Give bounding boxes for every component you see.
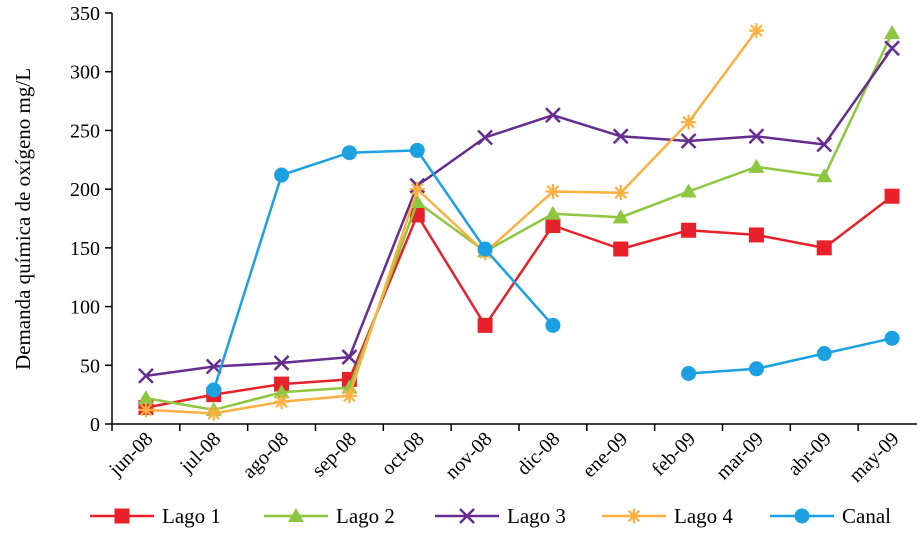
y-tick-label: 0 — [90, 414, 100, 436]
data-point-lago-2 — [748, 158, 765, 173]
series-line-lago-4 — [145, 29, 758, 415]
y-tick-label: 200 — [70, 179, 100, 201]
data-point-canal — [681, 366, 697, 382]
axes — [111, 13, 917, 425]
legend-label: Lago 1 — [162, 504, 221, 528]
y-tick-label: 150 — [70, 238, 100, 260]
data-point-canal — [748, 361, 764, 377]
legend-marker — [114, 508, 130, 524]
data-point-canal — [477, 241, 493, 257]
legend-marker — [288, 508, 304, 522]
series-line-lago-2 — [145, 32, 894, 412]
data-point-lago-1 — [545, 218, 561, 234]
series-canal — [206, 142, 900, 398]
data-point-canal — [884, 330, 900, 346]
data-point-lago-2 — [612, 209, 629, 224]
data-point-lago-1 — [477, 317, 493, 333]
data-point-lago-3 — [341, 349, 358, 365]
data-point-lago-4 — [681, 114, 697, 130]
x-tick-label: ago-08 — [238, 428, 293, 483]
x-tick-label: mar-09 — [712, 428, 768, 484]
x-tick-label: may-09 — [845, 428, 904, 487]
data-point-lago-3 — [816, 136, 833, 153]
legend-marker — [794, 508, 810, 524]
legend-item-canal: Canal — [770, 504, 891, 528]
data-point-lago-3 — [748, 128, 765, 145]
series-lago-4 — [138, 23, 764, 421]
data-point-lago-2 — [680, 183, 697, 198]
series-line-lago-3 — [145, 47, 894, 378]
data-point-lago-4 — [409, 181, 425, 197]
series-line-canal — [212, 149, 554, 391]
data-point-lago-3 — [273, 355, 290, 371]
y-tick-label: 300 — [70, 62, 100, 84]
data-point-canal — [206, 382, 222, 398]
series-line-lago-1 — [145, 195, 893, 409]
data-point-lago-1 — [884, 188, 900, 204]
y-tick-label: 50 — [80, 355, 100, 377]
data-point-lago-4 — [613, 185, 629, 201]
series-group — [137, 23, 901, 421]
x-tick-label: oct-08 — [377, 428, 429, 480]
data-point-lago-4 — [138, 402, 154, 418]
x-tick-label: feb-09 — [648, 428, 700, 480]
data-point-lago-3 — [884, 40, 900, 57]
legend-item-lago-3: Lago 3 — [435, 504, 566, 528]
data-point-lago-2 — [544, 205, 561, 220]
data-point-canal — [545, 317, 561, 333]
y-tick-label: 250 — [70, 120, 100, 142]
data-point-canal — [816, 346, 832, 362]
data-point-lago-3 — [477, 129, 493, 146]
y-ticks: 0 50 100 150 200 250 300 350 — [70, 3, 112, 436]
x-tick-label: abr-09 — [784, 428, 836, 480]
x-ticks: jun-08 jul-08 ago-08 sep-08 oct-08 nov-08 dic-… — [104, 424, 904, 487]
x-tick-label: jun-08 — [104, 428, 157, 481]
x-tick-label: jul-08 — [175, 428, 225, 478]
legend-item-lago-1: Lago 1 — [90, 504, 221, 528]
data-point-lago-1 — [613, 241, 629, 257]
y-axis-title: Demanda química de oxígeno mg/L — [11, 68, 35, 370]
x-tick-label: ene-09 — [578, 428, 632, 482]
legend-label: Lago 4 — [674, 504, 733, 528]
data-point-canal — [341, 145, 357, 161]
y-tick-label: 100 — [70, 297, 100, 319]
y-tick-label: 350 — [70, 3, 100, 25]
data-point-lago-4 — [545, 183, 561, 199]
data-point-lago-1 — [274, 376, 290, 392]
legend-label: Lago 3 — [507, 504, 566, 528]
data-point-lago-1 — [681, 222, 697, 238]
data-point-lago-1 — [748, 227, 764, 243]
legend-item-lago-4: Lago 4 — [602, 504, 733, 528]
data-point-lago-3 — [680, 133, 697, 149]
legend-label: Lago 2 — [336, 504, 395, 528]
data-point-lago-3 — [545, 107, 561, 124]
series-lago-3 — [138, 40, 900, 384]
data-point-canal — [409, 142, 425, 158]
data-point-lago-4 — [748, 23, 764, 39]
x-tick-label: dic-08 — [513, 428, 565, 480]
x-tick-label: nov-08 — [441, 428, 497, 484]
data-point-lago-3 — [612, 128, 629, 145]
legend-marker — [459, 508, 475, 524]
data-point-canal — [274, 167, 290, 183]
data-point-lago-2 — [273, 384, 290, 399]
data-point-lago-4 — [341, 388, 357, 404]
series-line-canal — [688, 337, 893, 375]
data-point-lago-2 — [137, 390, 154, 405]
legend-marker — [626, 508, 642, 524]
legend-label: Canal — [842, 504, 891, 528]
legend: Lago 1 Lago 2 Lago 3 Lago 4 Canal — [90, 504, 891, 528]
legend-item-lago-2: Lago 2 — [264, 504, 395, 528]
data-point-lago-3 — [138, 367, 154, 384]
data-point-lago-2 — [816, 168, 833, 183]
data-point-lago-4 — [274, 394, 290, 410]
data-point-lago-4 — [206, 405, 222, 421]
data-point-lago-2 — [884, 24, 901, 39]
data-point-lago-2 — [341, 379, 358, 394]
data-point-lago-1 — [816, 240, 832, 256]
x-tick-label: sep-08 — [308, 428, 361, 481]
